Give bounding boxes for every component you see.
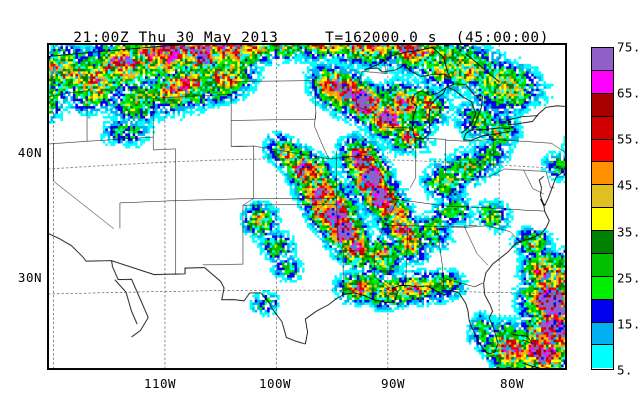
colorbar-band-70 xyxy=(592,48,613,71)
colorbar-tick-65: 65. xyxy=(617,85,640,101)
plot-title-text: 21:00Z Thu 30 May 2013 T=162000.0 s (45:… xyxy=(73,30,550,46)
colorbar xyxy=(591,47,614,370)
colorbar-band-15 xyxy=(592,299,613,323)
colorbar-tick-5: 5. xyxy=(617,362,633,378)
colorbar-tick-15: 15. xyxy=(617,316,640,332)
colorbar-band-65 xyxy=(592,70,613,94)
colorbar-tick-45: 45. xyxy=(617,177,640,193)
colorbar-tick-55: 55. xyxy=(617,131,640,147)
colorbar-band-55 xyxy=(592,116,613,140)
colorbar-band-10 xyxy=(592,322,613,346)
colorbar-band-5 xyxy=(592,345,613,369)
colorbar-tick-75: 75. xyxy=(617,39,640,55)
y-tick-label-30n: 30N xyxy=(17,270,42,285)
y-tick-label-40n: 40N xyxy=(17,145,42,160)
colorbar-band-45 xyxy=(592,162,613,186)
plot-title: 21:00Z Thu 30 May 2013 T=162000.0 s (45:… xyxy=(0,14,585,62)
colorbar-band-40 xyxy=(592,185,613,209)
colorbar-band-60 xyxy=(592,93,613,117)
colorbar-tick-35: 35. xyxy=(617,224,640,240)
x-tick-label-110w: 110W xyxy=(143,376,177,391)
colorbar-band-25 xyxy=(592,253,613,277)
colorbar-band-30 xyxy=(592,231,613,254)
colorbar-band-50 xyxy=(592,139,613,163)
x-tick-label-80w: 80W xyxy=(499,376,525,391)
map-plot-area xyxy=(47,43,567,370)
reflectivity-field-canvas xyxy=(48,44,566,369)
colorbar-band-20 xyxy=(592,276,613,300)
colorbar-band-35 xyxy=(592,208,613,231)
x-tick-label-90w: 90W xyxy=(380,376,406,391)
x-tick-label-100w: 100W xyxy=(258,376,292,391)
colorbar-tick-25: 25. xyxy=(617,270,640,286)
